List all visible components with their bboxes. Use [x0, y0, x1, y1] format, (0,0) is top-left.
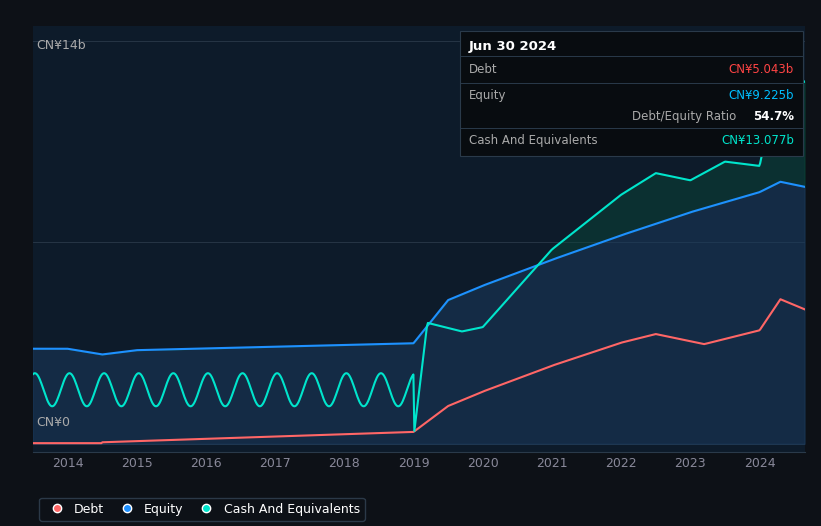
- Text: Jun 30 2024: Jun 30 2024: [469, 40, 557, 53]
- Text: CN¥0: CN¥0: [37, 416, 71, 429]
- Text: Equity: Equity: [469, 89, 507, 103]
- Text: Debt/Equity Ratio: Debt/Equity Ratio: [631, 110, 736, 123]
- Text: CN¥13.077b: CN¥13.077b: [721, 134, 794, 147]
- Legend: Debt, Equity, Cash And Equivalents: Debt, Equity, Cash And Equivalents: [39, 498, 365, 521]
- Text: CN¥9.225b: CN¥9.225b: [728, 89, 794, 103]
- Text: CN¥14b: CN¥14b: [37, 39, 86, 52]
- Text: Debt: Debt: [469, 63, 498, 76]
- FancyBboxPatch shape: [460, 31, 803, 156]
- Text: 54.7%: 54.7%: [753, 110, 794, 123]
- Text: Cash And Equivalents: Cash And Equivalents: [469, 134, 598, 147]
- Text: CN¥5.043b: CN¥5.043b: [728, 63, 794, 76]
